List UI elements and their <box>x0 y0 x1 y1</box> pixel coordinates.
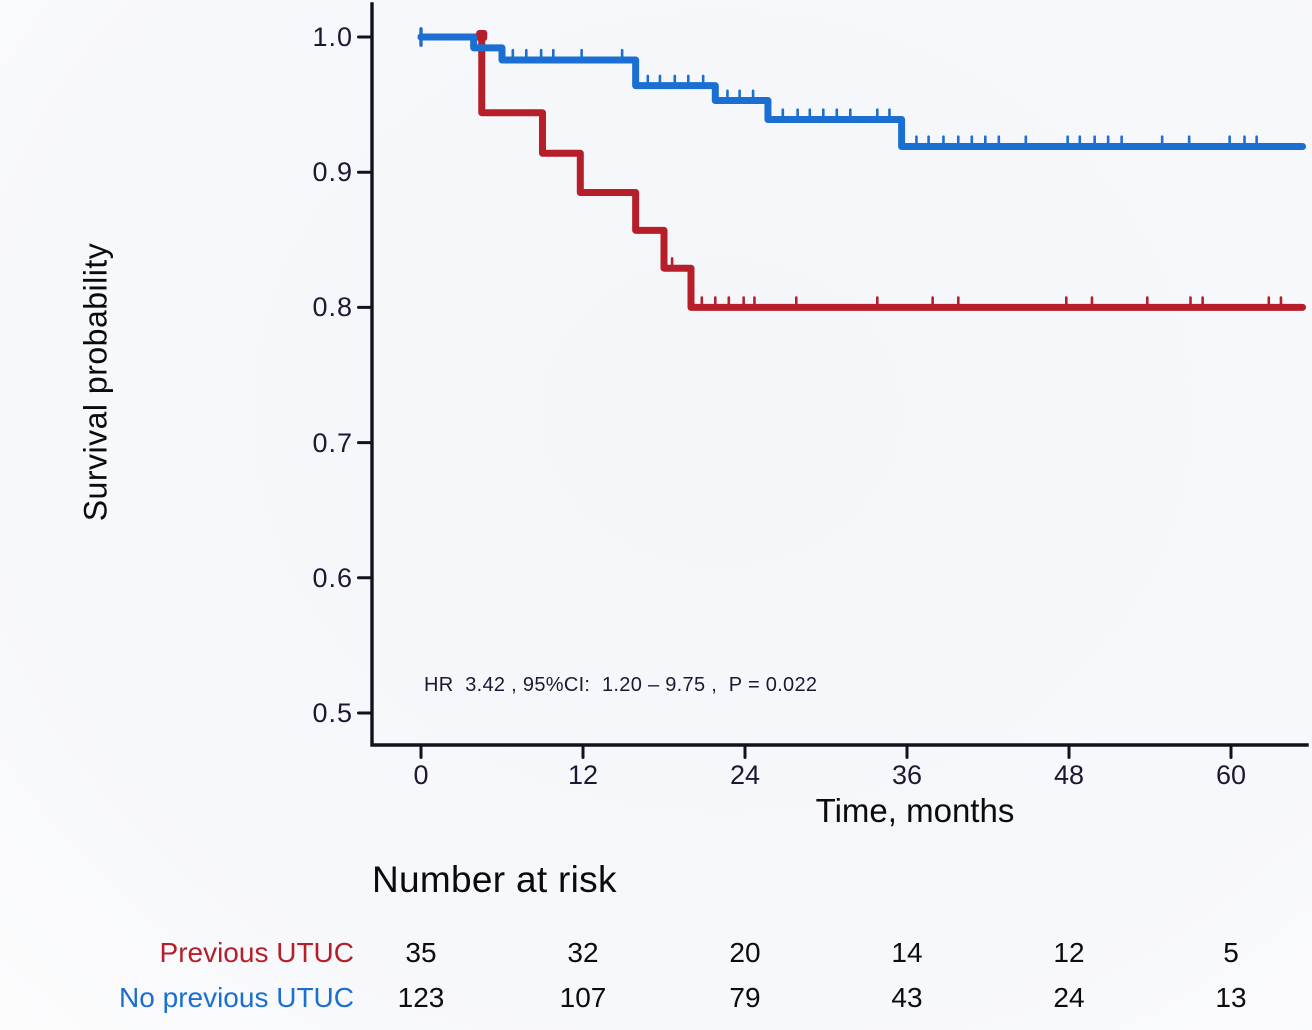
risk-count: 14 <box>891 937 923 968</box>
y-tick-label: 0.9 <box>312 157 353 188</box>
y-axis-title: Survival probability <box>77 242 114 522</box>
risk-count: 24 <box>1053 982 1085 1013</box>
risk-row-label: No previous UTUC <box>119 982 354 1013</box>
y-tick-label: 0.8 <box>312 292 353 323</box>
risk-count: 5 <box>1223 937 1239 968</box>
x-tick-label: 24 <box>729 760 761 790</box>
y-tick-label: 0.7 <box>312 427 353 458</box>
y-tick-label: 1.0 <box>312 22 353 52</box>
risk-count: 12 <box>1053 937 1085 968</box>
risk-count: 20 <box>729 937 761 968</box>
risk-count: 107 <box>559 982 607 1013</box>
survival-curve-no-previous-utuc <box>417 33 1307 151</box>
x-tick-label: 0 <box>413 760 429 790</box>
axis-frame <box>370 2 1309 747</box>
risk-count: 123 <box>397 982 445 1013</box>
x-tick-label: 60 <box>1215 760 1247 790</box>
risk-count: 32 <box>567 937 599 968</box>
x-tick-label: 12 <box>567 760 599 790</box>
x-tick-label: 36 <box>891 760 923 790</box>
y-tick-label: 0.5 <box>312 698 353 728</box>
risk-count: 79 <box>729 982 761 1013</box>
hr-annotation: HR 3.42 , 95%CI: 1.20 – 9.75 , P = 0.022 <box>424 674 818 696</box>
x-axis-title: Time, months <box>815 792 1015 829</box>
risk-count: 43 <box>891 982 923 1013</box>
risk-count: 13 <box>1215 982 1247 1013</box>
survival-curve-previous-utuc <box>417 33 1307 311</box>
number-at-risk-title: Number at risk <box>372 859 617 900</box>
y-tick-label: 0.6 <box>312 562 353 593</box>
x-tick-label: 48 <box>1053 760 1085 790</box>
risk-row-label: Previous UTUC <box>159 937 354 968</box>
risk-count: 35 <box>405 937 437 968</box>
